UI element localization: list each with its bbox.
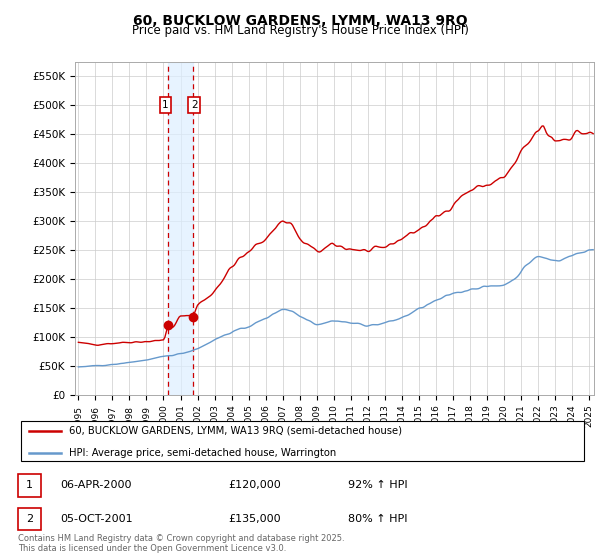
Text: 2: 2 (191, 100, 197, 110)
Text: Contains HM Land Registry data © Crown copyright and database right 2025.
This d: Contains HM Land Registry data © Crown c… (18, 534, 344, 553)
Text: 60, BUCKLOW GARDENS, LYMM, WA13 9RQ (semi-detached house): 60, BUCKLOW GARDENS, LYMM, WA13 9RQ (sem… (70, 426, 403, 436)
Text: 60, BUCKLOW GARDENS, LYMM, WA13 9RQ: 60, BUCKLOW GARDENS, LYMM, WA13 9RQ (133, 14, 467, 28)
Bar (168, 62, 193, 395)
Text: 1: 1 (26, 480, 33, 490)
Text: 80% ↑ HPI: 80% ↑ HPI (348, 514, 407, 524)
Text: £120,000: £120,000 (228, 480, 281, 490)
Text: 06-APR-2000: 06-APR-2000 (60, 480, 131, 490)
Text: HPI: Average price, semi-detached house, Warrington: HPI: Average price, semi-detached house,… (70, 448, 337, 458)
Text: 05-OCT-2001: 05-OCT-2001 (60, 514, 133, 524)
Text: 2: 2 (26, 514, 33, 524)
FancyBboxPatch shape (21, 421, 584, 461)
Text: Price paid vs. HM Land Registry's House Price Index (HPI): Price paid vs. HM Land Registry's House … (131, 24, 469, 37)
Text: 92% ↑ HPI: 92% ↑ HPI (348, 480, 407, 490)
Text: 1: 1 (162, 100, 169, 110)
Text: £135,000: £135,000 (228, 514, 281, 524)
